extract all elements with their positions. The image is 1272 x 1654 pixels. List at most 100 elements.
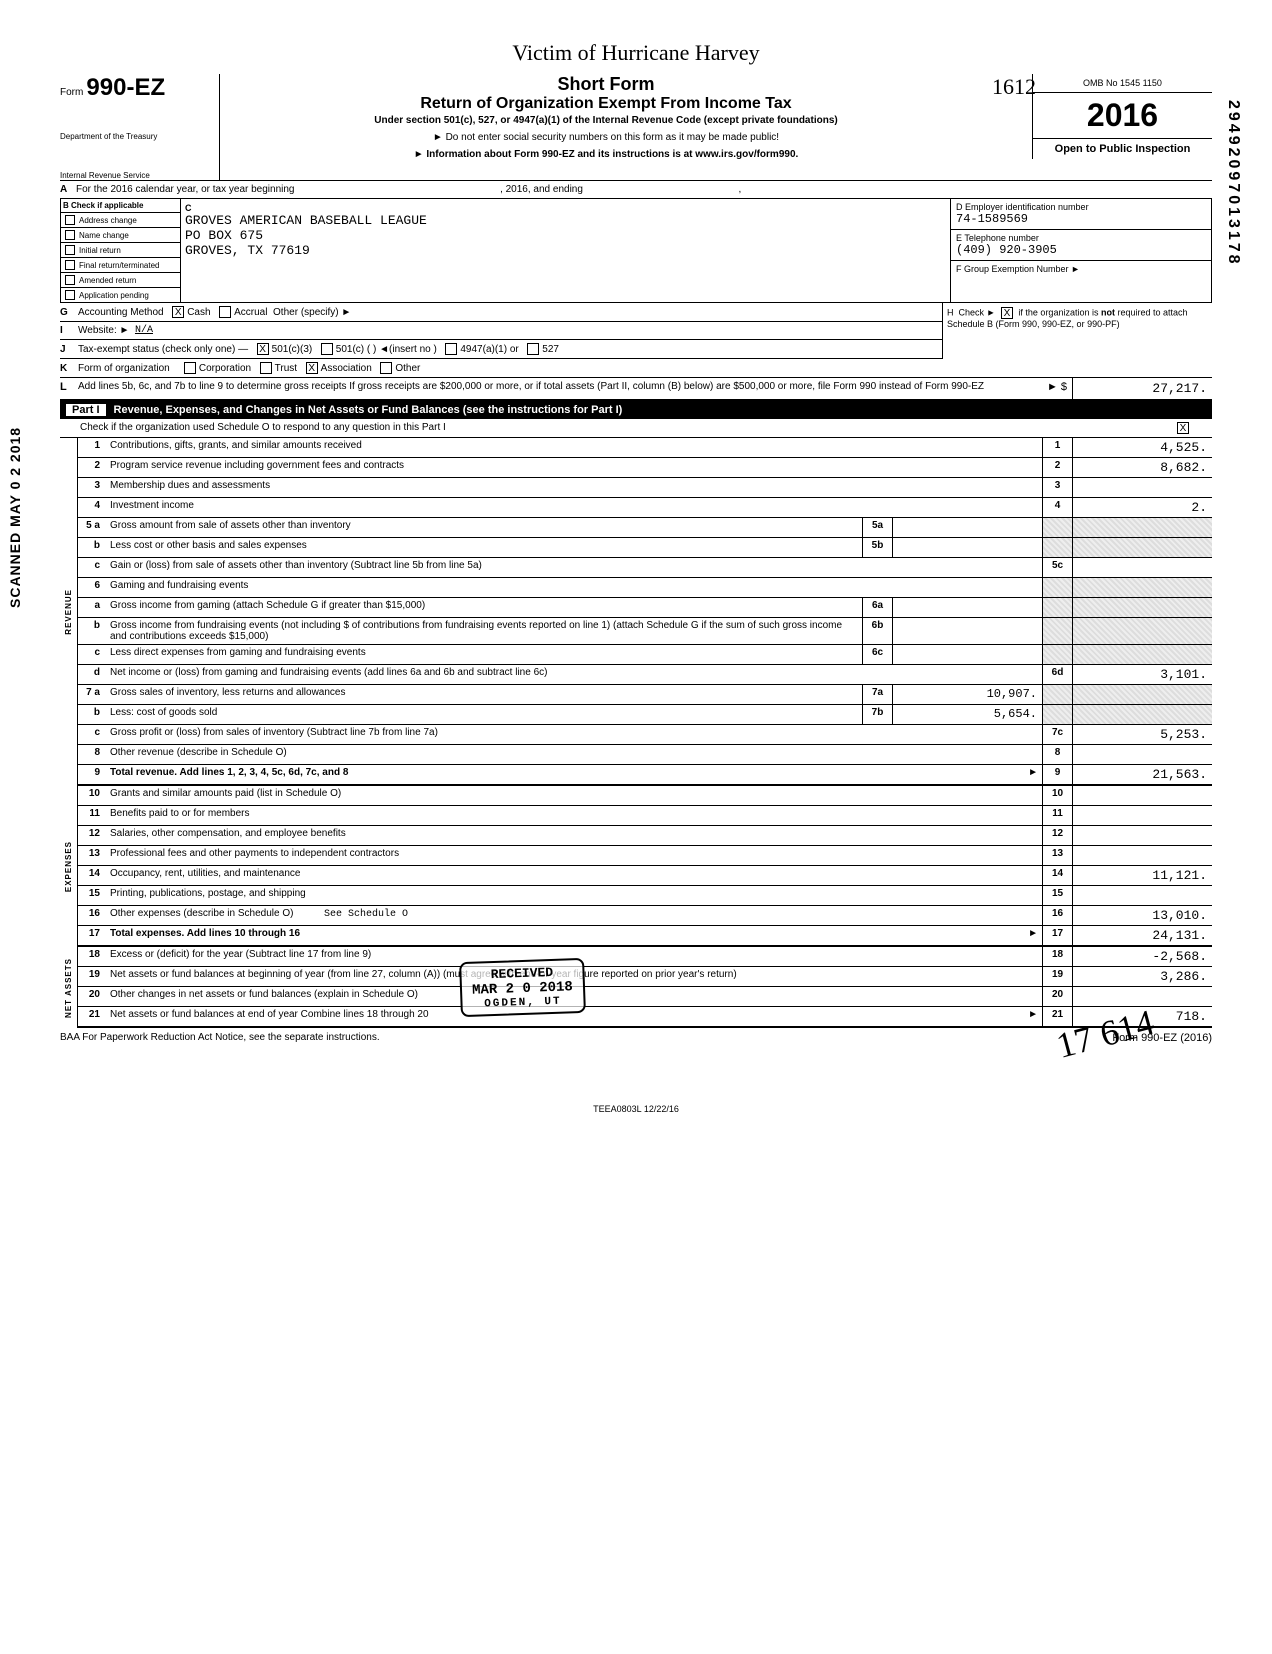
v-5c [1072,558,1212,577]
e-label: E Telephone number [956,233,1206,243]
k-o3: Association [321,363,372,374]
rn-5b-sh [1042,538,1072,557]
checkbox-initial[interactable] [65,245,75,255]
g-o3: Other (specify) ► [273,307,351,318]
ln-7b: b [78,705,106,724]
checkbox-assoc[interactable]: X [306,362,318,374]
signature-scribble: 17 614 [74,1001,1159,1329]
j-o2: 501(c) ( ) ◄(insert no ) [336,344,437,355]
rn-19: 19 [1042,967,1072,986]
opt-0: Address change [79,216,137,225]
ln-6b: b [78,618,106,644]
ln-15: 15 [78,886,106,905]
v-11 [1072,806,1212,825]
checkbox-4947[interactable] [445,343,457,355]
part1-sub-text: Check if the organization used Schedule … [80,422,446,434]
mn-7a: 7a [862,685,892,704]
checkbox-cash[interactable]: X [172,306,184,318]
v-15 [1072,886,1212,905]
ln-8: 8 [78,745,106,764]
mv-7b: 5,654. [892,705,1042,724]
v-5b-sh [1072,538,1212,557]
rn-2: 2 [1042,458,1072,477]
checkbox-h[interactable]: X [1001,307,1013,319]
rn-20: 20 [1042,987,1072,1006]
checkbox-pending[interactable] [65,290,75,300]
rn-6a-sh [1042,598,1072,617]
col-b-header: B Check if applicable [61,199,180,212]
checkbox-trust[interactable] [260,362,272,374]
rn-7a-sh [1042,685,1072,704]
v-7a-sh [1072,685,1212,704]
rn-6b-sh [1042,618,1072,644]
col-c-header: C [185,203,946,213]
rn-11: 11 [1042,806,1072,825]
checkbox-amended[interactable] [65,275,75,285]
ln-7a: 7 a [78,685,106,704]
ln-5c: c [78,558,106,577]
g-text: Accounting Method [78,307,164,318]
line-a-text2: , 2016, and ending [500,184,583,195]
col-c: C GROVES AMERICAN BASEBALL LEAGUE PO BOX… [181,199,951,302]
rn-6d: 6d [1042,665,1072,684]
ln-6a: a [78,598,106,617]
rn-8: 8 [1042,745,1072,764]
checkbox-accrual[interactable] [219,306,231,318]
d-9: Total revenue. Add lines 1, 2, 3, 4, 5c,… [110,767,348,778]
mn-6b: 6b [862,618,892,644]
return-title: Return of Organization Exempt From Incom… [230,95,982,113]
d-15: Printing, publications, postage, and shi… [106,886,1042,905]
v-12 [1072,826,1212,845]
block-bcdef: B Check if applicable Address change Nam… [60,198,1212,303]
ln-16: 16 [78,906,106,925]
d-16: Other expenses (describe in Schedule O) [110,908,293,919]
rn-1: 1 [1042,438,1072,457]
omb-number: OMB No 1545 1150 [1033,74,1212,93]
side-expenses: EXPENSES [64,841,73,892]
d-5c: Gain or (loss) from sale of assets other… [106,558,1042,577]
d-1: Contributions, gifts, grants, and simila… [106,438,1042,457]
rn-18: 18 [1042,947,1072,966]
rn-16: 16 [1042,906,1072,925]
l-arrow: ► $ [1042,378,1072,399]
mn-5b: 5b [862,538,892,557]
ln-11: 11 [78,806,106,825]
ln-4: 4 [78,498,106,517]
v-17: 24,131. [1072,926,1212,945]
ln-2: 2 [78,458,106,477]
checkbox-501c[interactable] [321,343,333,355]
checkbox-corp[interactable] [184,362,196,374]
row-k: K Form of organization Corporation Trust… [60,359,1212,378]
checkbox-address[interactable] [65,215,75,225]
col-def: D Employer identification number 74-1589… [951,199,1211,302]
ln-18: 18 [78,947,106,966]
v-9: 21,563. [1072,765,1212,784]
rn-4: 4 [1042,498,1072,517]
ein-value: 74-1589569 [956,212,1206,226]
scanned-stamp: SCANNED MAY 0 2 2018 [7,427,23,608]
k-label: K [60,363,78,374]
teea-code: TEEA0803L 12/22/16 [60,1104,1212,1114]
form-label: Form [60,87,83,98]
row-l: L Add lines 5b, 6c, and 7b to line 9 to … [60,378,1212,401]
opt-2: Initial return [79,246,121,255]
dept2: Internal Revenue Service [60,171,211,180]
rn-7c: 7c [1042,725,1072,744]
org-addr2: GROVES, TX 77619 [185,243,946,258]
footer-left: BAA For Paperwork Reduction Act Notice, … [60,1032,380,1044]
checkbox-527[interactable] [527,343,539,355]
l-text: Add lines 5b, 6c, and 7b to line 9 to de… [78,378,1042,399]
checkbox-name[interactable] [65,230,75,240]
checkbox-final[interactable] [65,260,75,270]
rn-3: 3 [1042,478,1072,497]
row-h: H Check ► X if the organization is not r… [942,303,1212,359]
checkbox-part1-o[interactable]: X [1177,422,1189,434]
ln-6d: d [78,665,106,684]
line-a: A For the 2016 calendar year, or tax yea… [60,180,1212,198]
tax-year: 2016 [1033,93,1212,138]
subtitle3: ► Information about Form 990-EZ and its … [230,149,982,160]
checkbox-other[interactable] [380,362,392,374]
d-7a: Gross sales of inventory, less returns a… [106,685,862,704]
mv-6b [892,618,1042,644]
checkbox-501c3[interactable]: X [257,343,269,355]
